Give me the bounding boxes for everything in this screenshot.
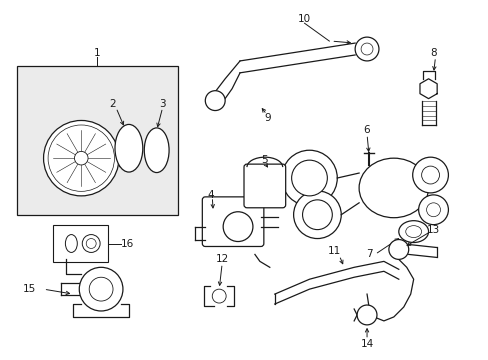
Bar [17, 66, 177, 215]
Circle shape [412, 157, 447, 193]
Ellipse shape [358, 158, 427, 218]
Circle shape [360, 43, 372, 55]
Circle shape [302, 200, 332, 230]
Circle shape [79, 267, 122, 311]
Bar [53, 225, 108, 262]
Text: 3: 3 [159, 99, 165, 109]
Circle shape [212, 289, 225, 303]
Text: 2: 2 [109, 99, 116, 109]
Circle shape [291, 160, 326, 196]
Text: 4: 4 [206, 190, 213, 200]
Text: 6: 6 [363, 125, 369, 135]
Text: 14: 14 [360, 339, 373, 349]
Circle shape [281, 150, 337, 206]
Text: 7: 7 [365, 249, 371, 260]
Text: 1: 1 [94, 48, 100, 58]
FancyBboxPatch shape [202, 197, 264, 247]
Circle shape [43, 121, 119, 196]
Text: 12: 12 [215, 255, 228, 264]
Circle shape [356, 305, 376, 325]
Text: 16: 16 [121, 239, 134, 248]
Circle shape [293, 191, 341, 239]
Ellipse shape [144, 128, 169, 172]
Circle shape [388, 239, 408, 260]
Circle shape [89, 277, 113, 301]
Ellipse shape [65, 235, 77, 252]
Circle shape [426, 203, 440, 217]
Circle shape [82, 235, 100, 252]
Text: 8: 8 [429, 48, 436, 58]
Text: 15: 15 [23, 284, 36, 294]
Text: 11: 11 [327, 247, 340, 256]
Text: 10: 10 [297, 14, 310, 24]
Circle shape [421, 166, 439, 184]
Ellipse shape [405, 226, 421, 238]
Circle shape [86, 239, 96, 248]
Text: 9: 9 [264, 113, 270, 123]
Circle shape [418, 195, 447, 225]
Circle shape [223, 212, 252, 242]
Circle shape [74, 152, 88, 165]
Ellipse shape [398, 221, 427, 243]
FancyBboxPatch shape [244, 164, 285, 208]
Ellipse shape [115, 125, 142, 172]
Circle shape [205, 91, 224, 111]
Polygon shape [419, 79, 436, 99]
Text: 5: 5 [261, 155, 267, 165]
Circle shape [354, 37, 378, 61]
Text: 13: 13 [426, 225, 439, 235]
